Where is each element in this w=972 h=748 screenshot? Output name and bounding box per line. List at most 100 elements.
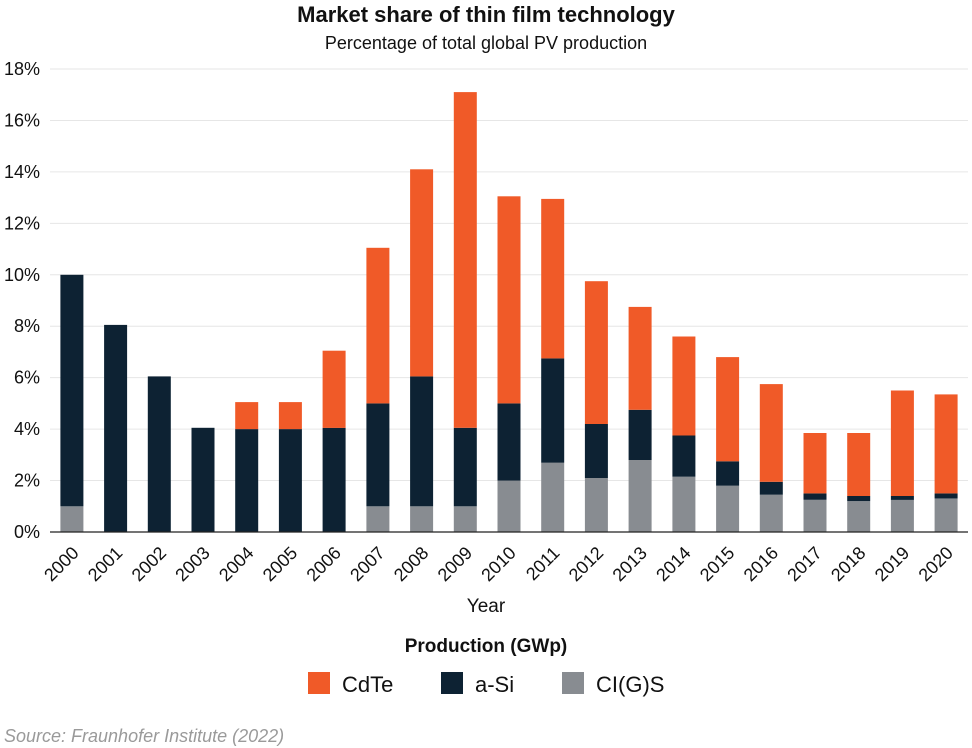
- legend-title: Production (GWp): [405, 636, 568, 657]
- bar-segment-cdte-2016: [759, 384, 783, 482]
- legend-swatch: [562, 672, 584, 694]
- y-tick-label: 6%: [14, 368, 40, 388]
- y-tick-label: 14%: [4, 162, 40, 182]
- chart-title: Market share of thin film technology: [297, 2, 675, 27]
- bar-segment-ci-g-s-2019: [890, 499, 914, 532]
- legend-label: a-Si: [475, 672, 514, 697]
- bar-segment-cdte-2014: [672, 336, 696, 436]
- x-tick-label: 2007: [346, 543, 388, 585]
- bar-segment-cdte-2018: [847, 433, 871, 496]
- bar-segment-a-si-2000: [60, 274, 84, 507]
- x-tick-label: 2011: [522, 543, 564, 585]
- bar-segment-ci-g-s-2013: [628, 460, 652, 532]
- legend-label: CdTe: [342, 672, 393, 697]
- bar-segment-a-si-2011: [541, 358, 565, 463]
- bars: [60, 92, 958, 532]
- x-tick-label: 2015: [696, 543, 738, 585]
- bar-segment-a-si-2015: [716, 461, 740, 486]
- bar-segment-a-si-2003: [191, 427, 215, 532]
- bar-segment-ci-g-s-2008: [410, 506, 434, 532]
- bar-segment-cdte-2008: [410, 169, 434, 377]
- x-tick-label: 2013: [609, 543, 651, 585]
- bar-segment-ci-g-s-2000: [60, 506, 84, 532]
- bar-segment-a-si-2014: [672, 435, 696, 477]
- bar-segment-ci-g-s-2011: [541, 462, 565, 532]
- bar-segment-a-si-2005: [278, 429, 302, 532]
- bar-segment-cdte-2007: [366, 247, 390, 404]
- bar-segment-a-si-2020: [934, 493, 958, 499]
- bar-segment-a-si-2019: [890, 496, 914, 500]
- y-tick-label: 10%: [4, 265, 40, 285]
- bar-segment-cdte-2013: [628, 306, 652, 410]
- x-tick-label: 2008: [390, 543, 432, 585]
- bar-segment-cdte-2012: [584, 281, 608, 424]
- bar-segment-cdte-2019: [890, 390, 914, 496]
- x-tick-label: 2001: [84, 543, 126, 585]
- x-tick-label: 2000: [40, 543, 82, 585]
- bar-segment-a-si-2016: [759, 481, 783, 495]
- bar-segment-ci-g-s-2020: [934, 498, 958, 532]
- x-tick-label: 2017: [783, 543, 825, 585]
- legend-item-ci-g-s: CI(G)S: [562, 672, 664, 697]
- bar-segment-a-si-2006: [322, 427, 346, 532]
- legend-label: CI(G)S: [596, 672, 664, 697]
- bar-segment-cdte-2006: [322, 350, 346, 428]
- bar-segment-ci-g-s-2018: [847, 501, 871, 532]
- y-tick-labels: 0% 2% 4% 6% 8% 10% 12% 14% 16% 18%: [4, 59, 40, 542]
- bar-segment-ci-g-s-2012: [584, 478, 608, 532]
- x-tick-label: 2020: [915, 543, 957, 585]
- y-tick-label: 16%: [4, 110, 40, 130]
- bar-segment-cdte-2005: [278, 402, 302, 430]
- bar-segment-ci-g-s-2007: [366, 506, 390, 532]
- x-tick-label: 2002: [128, 543, 170, 585]
- bar-segment-cdte-2011: [541, 198, 565, 359]
- bar-segment-a-si-2007: [366, 403, 390, 507]
- legend: CdTe a-Si CI(G)S: [308, 672, 664, 697]
- x-tick-label: 2016: [740, 543, 782, 585]
- bar-segment-cdte-2015: [716, 357, 740, 462]
- bar-segment-ci-g-s-2015: [716, 485, 740, 532]
- bar-segment-cdte-2020: [934, 394, 958, 494]
- bar-segment-a-si-2013: [628, 409, 652, 460]
- x-tick-label: 2010: [477, 543, 519, 585]
- x-tick-label: 2003: [171, 543, 213, 585]
- bar-segment-a-si-2008: [410, 376, 434, 507]
- y-tick-label: 2%: [14, 471, 40, 491]
- bar-segment-ci-g-s-2009: [453, 506, 477, 532]
- source-note: Source: Fraunhofer Institute (2022): [4, 726, 284, 746]
- bar-segment-a-si-2010: [497, 403, 521, 481]
- x-tick-labels: 2000 2001 2002 2003 2004 2005 2006 2007 2008 2009…: [40, 543, 957, 585]
- x-tick-label: 2005: [259, 543, 301, 585]
- bar-segment-ci-g-s-2016: [759, 494, 783, 532]
- x-tick-label: 2014: [652, 543, 694, 585]
- x-tick-label: 2019: [871, 543, 913, 585]
- bar-segment-cdte-2009: [453, 92, 477, 428]
- chart-subtitle: Percentage of total global PV production: [325, 33, 647, 53]
- bar-segment-a-si-2001: [104, 324, 128, 532]
- bar-segment-a-si-2004: [235, 429, 259, 532]
- bar-segment-ci-g-s-2010: [497, 480, 521, 532]
- legend-swatch: [308, 672, 330, 694]
- bar-segment-a-si-2012: [584, 424, 608, 478]
- x-axis-label: Year: [467, 596, 506, 617]
- x-tick-label: 2012: [565, 543, 607, 585]
- bar-segment-cdte-2017: [803, 433, 827, 494]
- bar-segment-a-si-2002: [147, 376, 171, 532]
- x-tick-label: 2004: [215, 543, 257, 585]
- bar-segment-cdte-2010: [497, 196, 521, 404]
- bar-segment-a-si-2018: [847, 496, 871, 502]
- x-tick-label: 2009: [434, 543, 476, 585]
- legend-item-cdte: CdTe: [308, 672, 393, 697]
- bar-segment-a-si-2009: [453, 427, 477, 507]
- x-tick-label: 2006: [303, 543, 345, 585]
- bar-segment-a-si-2017: [803, 493, 827, 500]
- y-tick-label: 4%: [14, 419, 40, 439]
- y-tick-label: 18%: [4, 59, 40, 79]
- legend-swatch: [441, 672, 463, 694]
- y-tick-label: 0%: [14, 522, 40, 542]
- y-tick-label: 8%: [14, 316, 40, 336]
- bar-segment-ci-g-s-2014: [672, 476, 696, 532]
- y-tick-label: 12%: [4, 213, 40, 233]
